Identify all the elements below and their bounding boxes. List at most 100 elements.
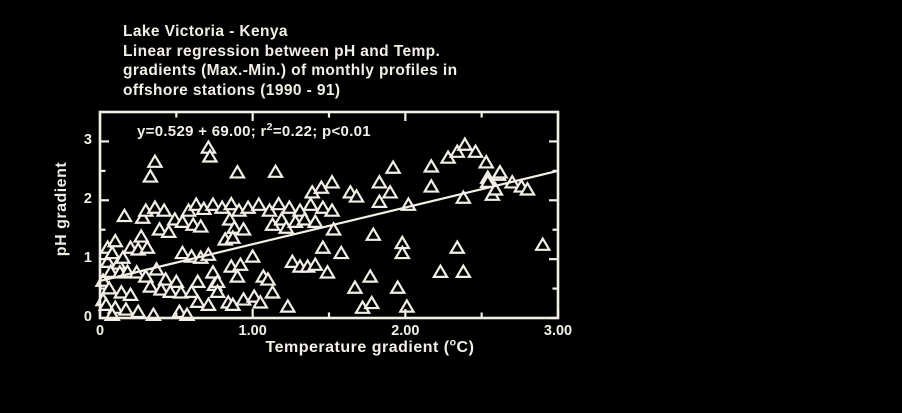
data-point-triangle: [204, 196, 222, 211]
data-point-triangle: [134, 209, 152, 224]
data-point-triangle: [456, 136, 474, 151]
x-tick-label: 2.00: [391, 323, 420, 339]
data-point-triangle: [117, 301, 135, 316]
x-axis-label: Temperature gradient (oC): [170, 336, 570, 357]
chart-title-line: Lake Victoria - Kenya: [123, 23, 288, 40]
data-point-triangle: [103, 244, 121, 260]
x-axis-label-text: C): [456, 339, 475, 356]
data-point-triangle: [146, 199, 164, 214]
data-point-triangle: [477, 154, 495, 169]
data-point-triangle: [302, 196, 320, 211]
data-point-triangle: [363, 294, 381, 310]
data-point-triangle: [361, 268, 379, 283]
data-point-triangle: [398, 298, 416, 313]
data-point-triangle: [325, 221, 343, 236]
data-point-triangle: [146, 153, 164, 168]
data-point-triangle: [491, 164, 509, 179]
data-point-triangle: [201, 148, 219, 163]
data-point-triangle: [306, 256, 324, 271]
data-point-triangle: [189, 293, 207, 309]
data-point-triangle: [129, 303, 147, 319]
chart-title-line: Linear regression between pH and Temp.: [123, 42, 441, 60]
data-point-triangle: [172, 284, 190, 299]
data-point-triangle: [314, 239, 332, 254]
data-point-triangle: [244, 248, 262, 263]
data-point-triangle: [141, 278, 159, 293]
data-point-triangle: [259, 271, 277, 286]
data-point-triangle: [152, 281, 170, 296]
data-point-triangle: [347, 188, 366, 203]
regression-equation: y=0.529 + 69.00; r2=0.22; p<0.01: [137, 121, 371, 140]
data-point-triangle: [115, 207, 133, 223]
data-point-triangle: [306, 213, 324, 228]
y-tick-label: 2: [83, 191, 92, 208]
data-point-triangle: [167, 273, 185, 288]
equation-superscript: 2: [266, 121, 273, 133]
x-tick-label: 1.00: [238, 323, 267, 339]
data-point-triangle: [122, 286, 140, 301]
data-point-triangle: [448, 239, 466, 254]
data-point-triangle: [381, 184, 399, 199]
data-point-triangle: [112, 284, 130, 299]
data-point-triangle: [189, 273, 207, 288]
x-tick-label: 3.00: [543, 323, 573, 339]
data-point-triangle: [132, 228, 150, 243]
y-tick-label: 1: [83, 250, 92, 267]
chart-title-line: offshore stations (1990 - 91): [123, 81, 341, 99]
data-point-triangle: [314, 199, 332, 214]
data-point-triangle: [270, 195, 288, 211]
data-point-triangle: [346, 279, 364, 294]
data-point-triangle: [204, 264, 222, 279]
data-point-triangle: [228, 164, 246, 179]
data-point-triangle: [364, 226, 382, 241]
equation-text: y=0.529 + 69.00; r: [137, 123, 267, 140]
data-point-triangle: [97, 296, 115, 311]
data-point-triangle: [422, 158, 440, 173]
data-point-triangle: [157, 271, 175, 286]
data-point-triangle: [279, 298, 297, 313]
data-point-triangle: [431, 263, 449, 278]
data-point-triangle: [389, 279, 407, 294]
data-point-triangle: [231, 256, 249, 271]
y-tick-label: 0: [83, 309, 92, 325]
data-point-triangle: [100, 280, 118, 295]
data-point-triangle: [318, 264, 336, 279]
data-point-triangle: [422, 178, 440, 193]
equation-text: =0.22; p<0.01: [272, 123, 371, 140]
data-point-triangle: [137, 268, 155, 283]
data-point-triangle: [267, 163, 285, 178]
data-point-triangle: [323, 202, 341, 217]
x-tick-label: 0: [95, 323, 105, 339]
data-point-triangle: [384, 159, 402, 174]
degree-superscript: o: [449, 336, 457, 349]
chart-title-block: Lake Victoria - Kenya Linear regression …: [123, 22, 458, 100]
data-point-triangle: [209, 283, 227, 299]
data-point-triangle: [106, 232, 124, 248]
data-point-triangle: [160, 223, 178, 238]
data-point-triangle: [199, 296, 217, 311]
data-point-triangle: [222, 195, 240, 211]
data-point-triangle: [296, 211, 314, 226]
data-point-triangle: [114, 249, 132, 264]
data-point-triangle: [454, 189, 472, 204]
data-point-triangle: [283, 253, 301, 268]
data-point-triangle: [323, 174, 341, 189]
data-point-triangle: [251, 294, 269, 309]
data-point-triangle: [228, 268, 246, 283]
data-point-triangle: [250, 196, 268, 211]
data-point-triangle: [192, 218, 210, 233]
data-point-triangle: [393, 244, 411, 260]
data-point-triangle: [370, 193, 388, 208]
data-point-triangle: [151, 221, 169, 236]
y-axis-label: pH gradient: [53, 161, 70, 257]
x-axis-label-text: Temperature gradient (: [265, 339, 450, 356]
data-point-triangle: [245, 288, 263, 303]
data-point-triangle: [187, 196, 205, 211]
data-point-triangle: [518, 181, 536, 196]
data-point-triangle: [234, 221, 253, 236]
data-point-triangle: [161, 283, 179, 299]
data-point-triangle: [370, 174, 388, 189]
chart-title-line: gradients (Max.-Min.) of monthly profile…: [123, 62, 458, 79]
data-point-triangle: [280, 199, 298, 214]
